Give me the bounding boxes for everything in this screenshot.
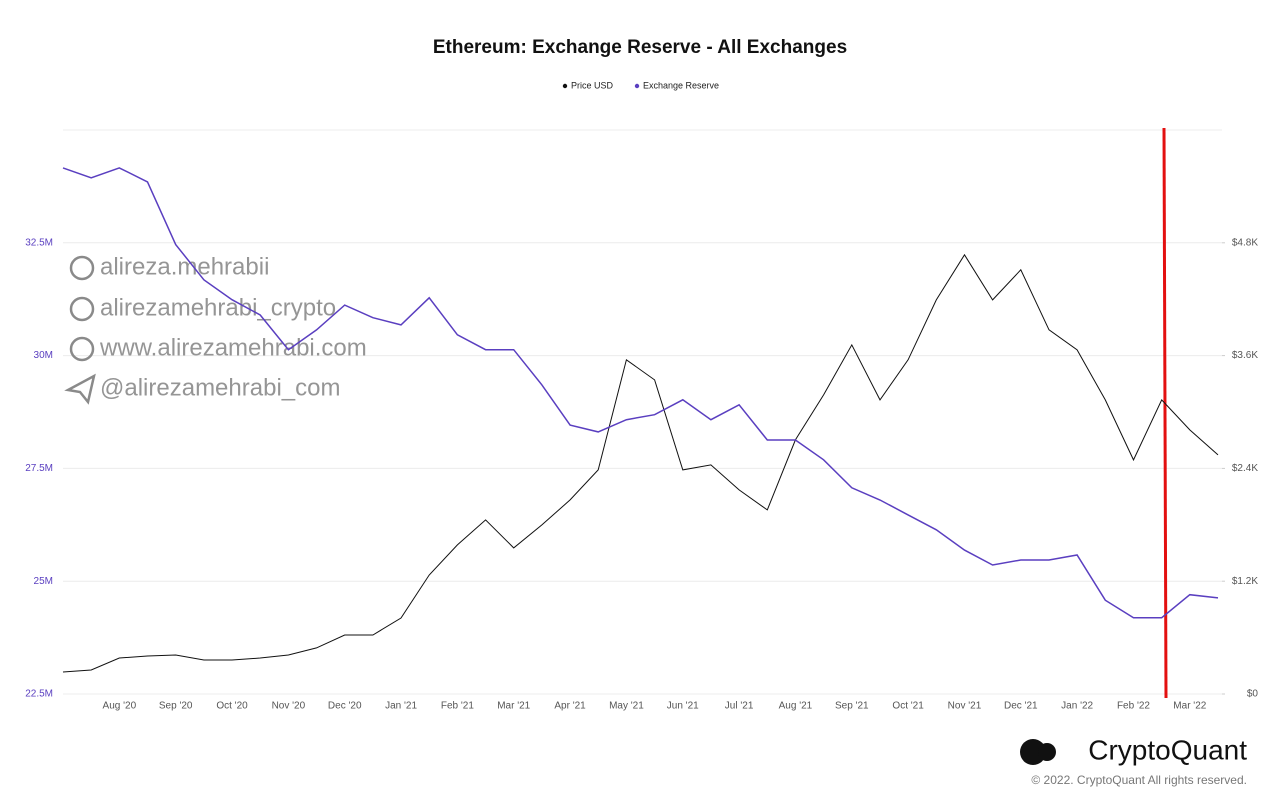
y-tick-label: 27.5M [25, 463, 53, 474]
series-line [62, 167, 1219, 619]
x-tick-label: Jan '22 [1061, 701, 1093, 712]
x-tick-label: Aug '20 [103, 701, 137, 712]
legend-marker [634, 83, 640, 89]
watermark-text: www.alirezamehrabi.com [99, 334, 367, 361]
icon [69, 296, 95, 322]
y2-tick-label: $3.6K [1232, 350, 1258, 361]
x-tick-label: Mar '22 [1173, 701, 1206, 712]
x-tick-label: Jul '21 [725, 701, 754, 712]
watermark-text: alirezamehrabi_crypto [100, 294, 336, 321]
icon [69, 336, 95, 362]
copyright: © 2022. CryptoQuant All rights reserved. [1031, 773, 1247, 787]
x-tick-label: May '21 [609, 701, 644, 712]
logo-icon [1020, 739, 1046, 765]
x-tick-label: Jan '21 [385, 701, 417, 712]
icon [64, 373, 96, 405]
x-tick-label: Sep '20 [159, 701, 193, 712]
x-tick-label: Oct '21 [892, 701, 924, 712]
x-tick-label: Feb '21 [441, 701, 474, 712]
watermark: alireza.mehrabii alirezamehrabi_crypto w… [64, 253, 367, 405]
y2-tick-label: $2.4K [1232, 463, 1258, 474]
logo: CryptoQuant © 2022. CryptoQuant All righ… [1020, 734, 1247, 787]
logo-text: CryptoQuant [1088, 734, 1247, 765]
legend-marker [562, 83, 568, 89]
x-tick-label: Sep '21 [835, 701, 869, 712]
y2-tick-label: $1.2K [1232, 576, 1258, 587]
x-tick-label: Nov '21 [948, 701, 982, 712]
watermark-text: @alirezamehrabi_com [100, 374, 340, 401]
icon [69, 255, 95, 281]
series-line [62, 253, 1219, 673]
chart-title: Ethereum: Exchange Reserve - All Exchang… [433, 37, 847, 58]
x-tick-label: Apr '21 [554, 701, 586, 712]
legend-label: Exchange Reserve [643, 80, 719, 90]
x-tick-label: Nov '20 [272, 701, 306, 712]
x-tick-label: Jun '21 [667, 701, 699, 712]
logo-icon [1038, 743, 1056, 761]
x-tick-label: Dec '21 [1004, 701, 1038, 712]
annotation-line [1162, 127, 1168, 699]
x-tick-label: Mar '21 [497, 701, 530, 712]
x-tick-label: Aug '21 [779, 701, 813, 712]
y-tick-label: 25M [34, 576, 53, 587]
watermark-text: alireza.mehrabii [100, 253, 269, 280]
y-tick-label: 30M [34, 350, 53, 361]
x-tick-label: Dec '20 [328, 701, 362, 712]
y2-tick-label: $0 [1247, 689, 1259, 700]
x-tick-label: Feb '22 [1117, 701, 1150, 712]
y2-tick-label: $4.8K [1232, 237, 1258, 248]
legend-label: Price USD [571, 80, 614, 90]
y-tick-label: 32.5M [25, 237, 53, 248]
x-tick-label: Oct '20 [216, 701, 248, 712]
y-tick-label: 22.5M [25, 689, 53, 700]
